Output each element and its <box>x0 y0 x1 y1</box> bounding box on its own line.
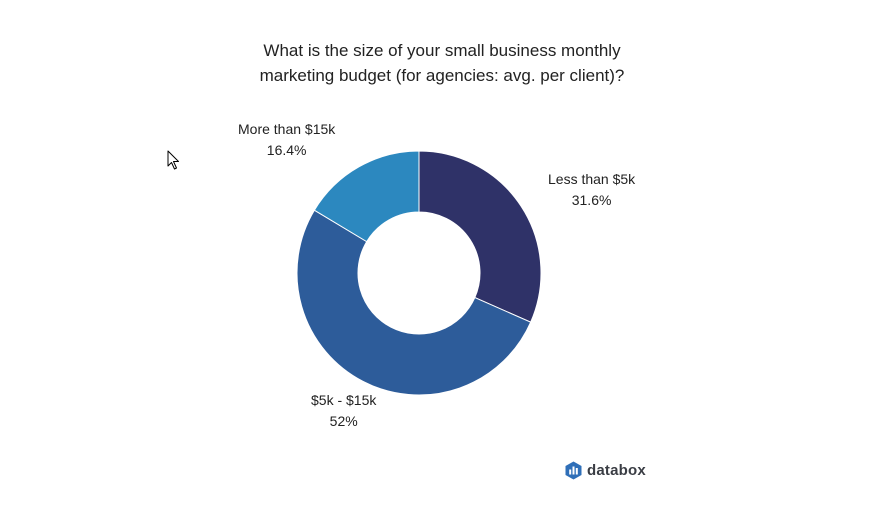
slice-label-name: $5k - $15k <box>311 392 377 408</box>
chart-title-line-1: What is the size of your small business … <box>263 41 621 60</box>
slice-label-name: More than $15k <box>238 121 336 137</box>
slice-less-than-5k <box>418 150 542 323</box>
slice-label-value: 16.4% <box>266 142 307 158</box>
slice-label-name: Less than $5k <box>548 171 636 187</box>
slice-label-more-than-15k: More than $15k 16.4% <box>238 119 335 161</box>
slice-label-5k-15k: $5k - $15k 52% <box>311 390 376 432</box>
mouse-pointer-icon <box>167 150 179 170</box>
databox-logo-icon <box>565 461 582 479</box>
chart-title-line-2: marketing budget (for agencies: avg. per… <box>259 66 625 85</box>
slice-label-value: 31.6% <box>571 192 612 208</box>
databox-brand: databox <box>565 459 646 481</box>
brand-name: databox <box>587 461 646 479</box>
slice-label-value: 52% <box>329 413 358 429</box>
slice-label-less-than-5k: Less than $5k 31.6% <box>548 169 635 211</box>
slice-5k-15k <box>296 209 532 396</box>
chart-title: What is the size of your small business … <box>0 38 884 88</box>
slice-more-than-15k <box>313 150 420 243</box>
